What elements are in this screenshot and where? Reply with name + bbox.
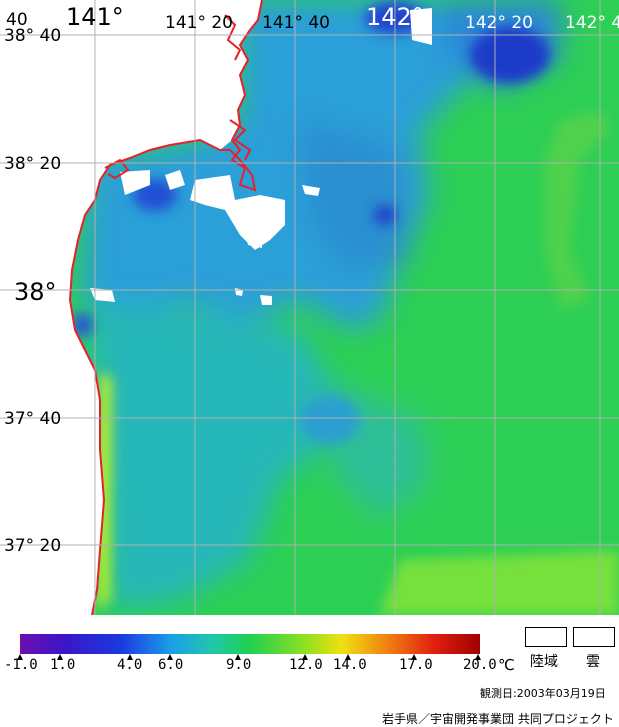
scale-tick-label: 17.0 <box>399 657 433 673</box>
credit-text: 岩手県／宇宙開発事業団 共同プロジェクト <box>382 712 614 726</box>
coastline <box>68 0 263 615</box>
scale-tick-label: -1.0 <box>4 657 38 673</box>
lat-label-38-20: 38° 20 <box>4 154 62 174</box>
lat-label-37-20: 37° 20 <box>4 536 62 556</box>
lat-label-37-40: 37° 40 <box>4 409 62 429</box>
lon-label-142-40: 142° 4 <box>565 13 619 33</box>
temperature-color-scale <box>20 634 480 654</box>
land-area <box>0 0 262 615</box>
observation-date: 観測日:2003年03月19日 <box>480 687 606 700</box>
lon-label-141-40: 141° 40 <box>262 13 330 33</box>
land-legend-swatch <box>525 627 567 647</box>
cloud-patches <box>90 8 432 305</box>
lon-label-142-20: 142° 20 <box>465 13 533 33</box>
cold-water-region <box>80 0 560 610</box>
land-legend-label: 陸域 <box>530 654 558 670</box>
temperature-unit: ℃ <box>498 656 515 674</box>
lon-label-142: 142° <box>366 3 424 31</box>
lat-label-38: 38° <box>14 278 57 306</box>
scale-tick-label: 9.0 <box>226 657 252 673</box>
scale-tick-label: 20.0 <box>463 657 497 673</box>
scale-tick-marks <box>17 654 481 660</box>
scale-tick-label: 14.0 <box>333 657 367 673</box>
scale-tick-label: 12.0 <box>289 657 323 673</box>
graticule <box>0 0 619 615</box>
scale-tick-label: 1.0 <box>50 657 76 673</box>
cloud-legend-swatch <box>573 627 615 647</box>
scale-tick-label: 4.0 <box>117 657 143 673</box>
cloud-legend-label: 雲 <box>586 654 600 670</box>
corner-label: 40 <box>6 10 28 30</box>
lon-label-141: 141° <box>66 3 124 31</box>
sea-surface-temperature-map <box>0 0 619 615</box>
scale-tick-label: 6.0 <box>158 657 184 673</box>
lon-label-141-20: 141° 20 <box>165 13 233 33</box>
lat-label-38-40: 38° 40 <box>4 26 62 46</box>
